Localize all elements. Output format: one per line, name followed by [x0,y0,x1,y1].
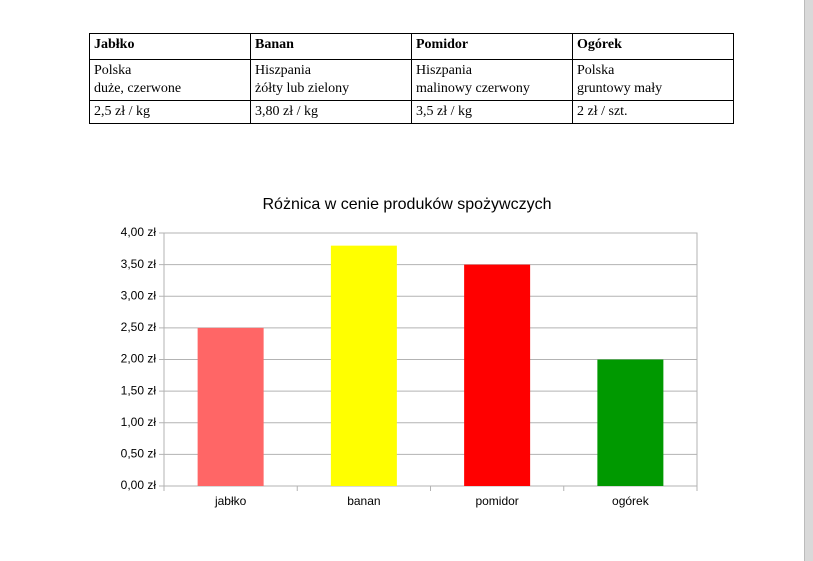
table-cell: 2,5 zł / kg [89,100,251,124]
cell-text: Polska [577,63,615,78]
price-table: Jabłko Banan Pomidor Ogórek Polska duże, czer… [89,33,734,124]
table-row: Polska duże, czerwone Hiszpania żółty lub z… [89,59,734,101]
y-tick-label: 4,00 zł [121,225,157,239]
x-tick-label: jabłko [214,494,247,508]
x-tick-label: pomidor [475,494,518,508]
table-cell: 2 zł / szt. [572,100,734,124]
chart-title: Różnica w cenie produków spożywczych [262,196,551,213]
table-row: Jabłko Banan Pomidor Ogórek [89,33,734,60]
bar [464,264,531,486]
cell-text: Hiszpania [416,63,472,78]
cell-text: gruntowy mały [577,81,663,96]
y-tick-label: 2,00 zł [121,352,157,366]
cell-text: duże, czerwone [94,81,182,96]
table-cell: Hiszpania malinowy czerwony [411,59,573,101]
cell-text: Hiszpania [255,63,311,78]
bar [330,245,397,486]
bar [597,359,664,486]
x-tick-label: banan [347,494,380,508]
y-tick-label: 3,00 zł [121,288,157,302]
cell-text: Ogórek [577,37,622,52]
table-cell: Hiszpania żółty lub zielony [250,59,412,101]
cell-text: 2,5 zł / kg [94,104,150,119]
cell-text: Jabłko [94,37,135,52]
cell-text: żółty lub zielony [255,81,350,96]
x-tick-label: ogórek [612,494,650,508]
table-cell: Banan [250,33,412,60]
table-cell: 3,80 zł / kg [250,100,412,124]
table-cell: Jabłko [89,33,251,60]
cell-text: Pomidor [416,37,469,52]
table-cell: Polska gruntowy mały [572,59,734,101]
table-cell: Ogórek [572,33,734,60]
y-tick-label: 0,50 zł [121,447,157,461]
y-tick-label: 1,50 zł [121,383,157,397]
cell-text: Polska [94,63,132,78]
table-row: 2,5 zł / kg 3,80 zł / kg 3,5 zł / kg 2 zł /… [89,100,734,124]
y-tick-label: 2,50 zł [121,320,157,334]
cell-text: Banan [255,37,294,52]
scrollbar-area [804,0,813,561]
cell-text: malinowy czerwony [416,81,530,96]
bar [197,327,264,486]
cell-text: 3,80 zł / kg [255,104,318,119]
y-tick-label: 1,00 zł [121,415,157,429]
table-cell: 3,5 zł / kg [411,100,573,124]
cell-text: 2 zł / szt. [577,104,628,119]
y-tick-label: 3,50 zł [121,257,157,271]
cell-text: 3,5 zł / kg [416,104,472,119]
y-tick-label: 0,00 zł [121,478,157,492]
